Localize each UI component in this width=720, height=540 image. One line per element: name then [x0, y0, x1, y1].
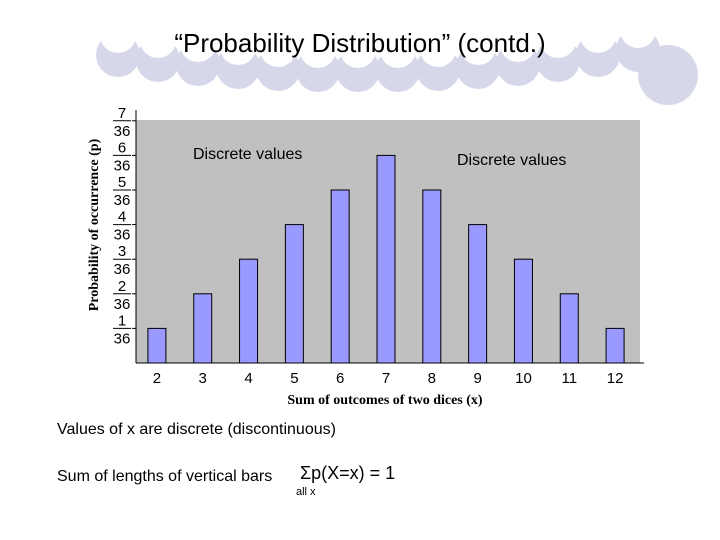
x-axis-label: Sum of outcomes of two dices (x): [287, 393, 483, 408]
discrete-note: Values of x are discrete (discontinuous): [57, 421, 336, 438]
sum-note: Sum of lengths of vertical bars: [57, 468, 273, 485]
y-tick-denominator: 36: [114, 157, 131, 174]
y-tick-denominator: 36: [114, 296, 131, 313]
bar-9: [468, 224, 488, 364]
y-tick-numerator: 5: [118, 174, 126, 191]
x-tick-label: 6: [336, 370, 344, 387]
sigma-formula: Σp(X=x) = 1: [300, 463, 396, 483]
y-tick-denominator: 36: [114, 330, 131, 347]
y-tick-numerator: 6: [118, 139, 126, 156]
bar-7: [376, 154, 396, 364]
annotation-discrete-values-left: Discrete values: [193, 146, 302, 163]
x-tick-label: 12: [607, 370, 624, 387]
y-tick-numerator: 2: [118, 278, 126, 295]
y-tick-numerator: 4: [118, 209, 126, 226]
y-tick-denominator: 36: [114, 227, 131, 244]
y-tick-denominator: 36: [114, 261, 131, 278]
x-tick-label: 11: [561, 370, 577, 387]
y-tick-denominator: 36: [114, 123, 131, 140]
bar-8: [422, 189, 442, 364]
x-tick-label: 3: [199, 370, 207, 387]
x-tick-label: 2: [153, 370, 161, 387]
y-tick-numerator: 7: [118, 105, 126, 122]
bar-11: [559, 293, 579, 364]
bar-4: [239, 258, 259, 364]
y-axis-label: Probability of occurrence (p): [87, 138, 102, 311]
bar-6: [330, 189, 350, 364]
x-tick-label: 4: [244, 370, 252, 387]
bar-3: [193, 293, 213, 364]
x-tick-label: 5: [290, 370, 298, 387]
y-tick-denominator: 36: [114, 192, 131, 209]
decorative-circles: [96, 12, 698, 105]
bar-10: [513, 258, 533, 364]
slide-title: “Probability Distribution” (contd.): [174, 28, 546, 58]
x-tick-label: 8: [428, 370, 436, 387]
x-tick-label: 7: [382, 370, 390, 387]
x-tick-label: 10: [515, 370, 532, 387]
x-tick-label: 9: [473, 370, 481, 387]
y-tick-numerator: 1: [118, 312, 126, 329]
bar-12: [605, 327, 625, 364]
annotation-discrete-values-right: Discrete values: [457, 152, 566, 169]
sigma-subscript: all x: [296, 486, 316, 498]
y-tick-numerator: 3: [118, 243, 126, 260]
bar-2: [147, 327, 167, 364]
bar-5: [284, 224, 304, 364]
